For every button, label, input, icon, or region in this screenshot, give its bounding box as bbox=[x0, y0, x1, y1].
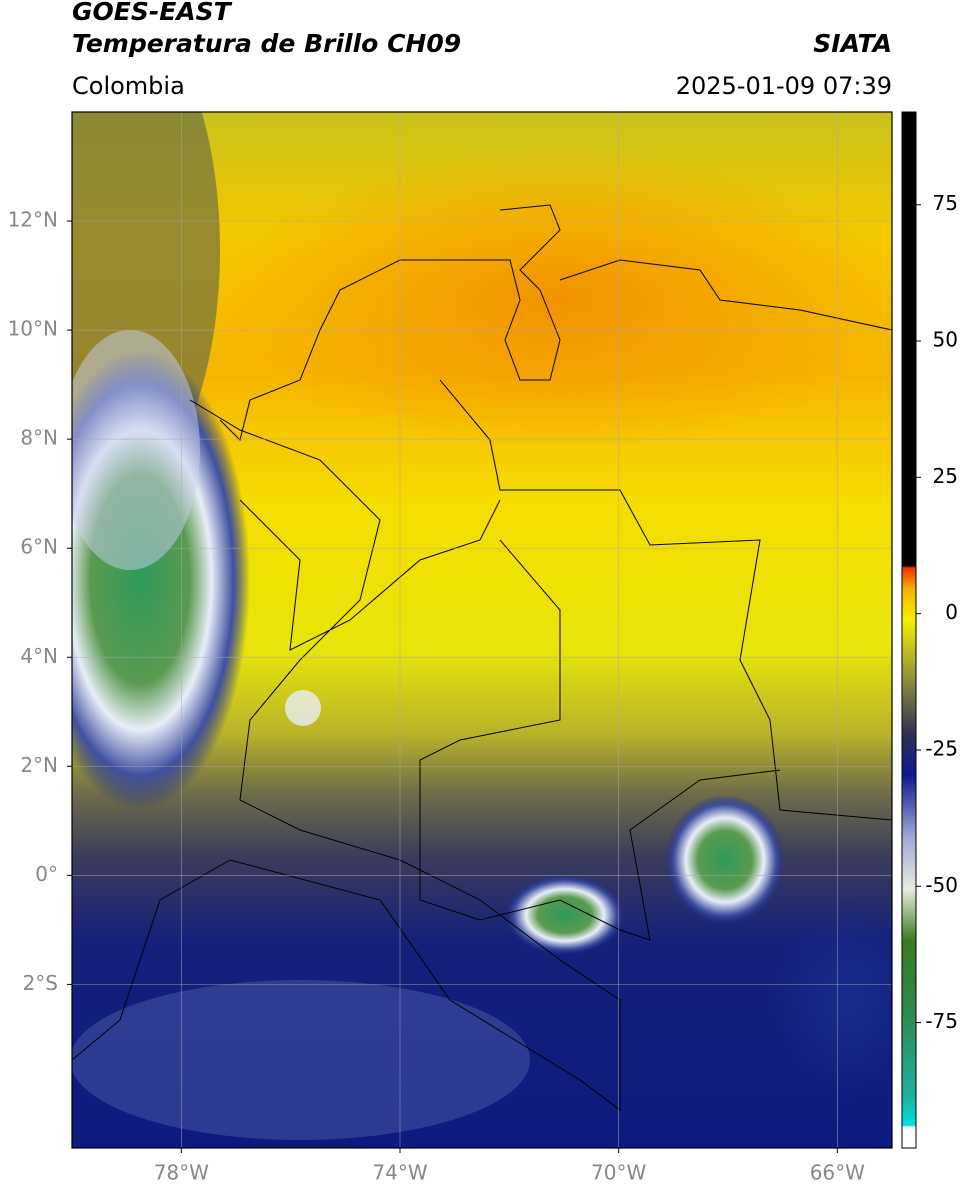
satellite-image bbox=[72, 112, 892, 1148]
region: Colombia bbox=[72, 72, 185, 100]
map-frame bbox=[71, 111, 893, 1149]
x-tick-label: 74°W bbox=[372, 1161, 427, 1185]
y-tick-label: 12°N bbox=[8, 208, 58, 232]
datetime: 2025-01-09 07:39 bbox=[676, 72, 892, 100]
y-tick-label: 2°S bbox=[23, 971, 58, 995]
y-tick-label: 4°N bbox=[20, 644, 58, 668]
colorbar-tick-label: 25 bbox=[933, 464, 958, 488]
colorbar-tick-label: 50 bbox=[933, 328, 958, 352]
colorbar bbox=[901, 111, 917, 1149]
x-tick-label: 78°W bbox=[154, 1161, 209, 1185]
x-tick-label: 70°W bbox=[591, 1161, 646, 1185]
colorbar-tick-label: -25 bbox=[925, 736, 958, 760]
y-tick-label: 6°N bbox=[20, 535, 58, 559]
colorbar-tick-label: -50 bbox=[925, 873, 958, 897]
y-tick-label: 8°N bbox=[20, 426, 58, 450]
colorbar-tick-label: 75 bbox=[933, 191, 958, 215]
x-tick-label: 66°W bbox=[810, 1161, 865, 1185]
source: SIATA bbox=[813, 29, 892, 58]
graticule bbox=[72, 112, 892, 1148]
colorbar-tick-label: 0 bbox=[945, 600, 958, 624]
y-tick-label: 10°N bbox=[8, 317, 58, 341]
title: GOES-EAST bbox=[72, 0, 233, 26]
y-tick-label: 0° bbox=[35, 862, 58, 886]
colorbar-tick-label: -75 bbox=[925, 1009, 958, 1033]
y-tick-label: 2°N bbox=[20, 753, 58, 777]
subtitle: Temperatura de Brillo CH09 bbox=[72, 29, 461, 58]
